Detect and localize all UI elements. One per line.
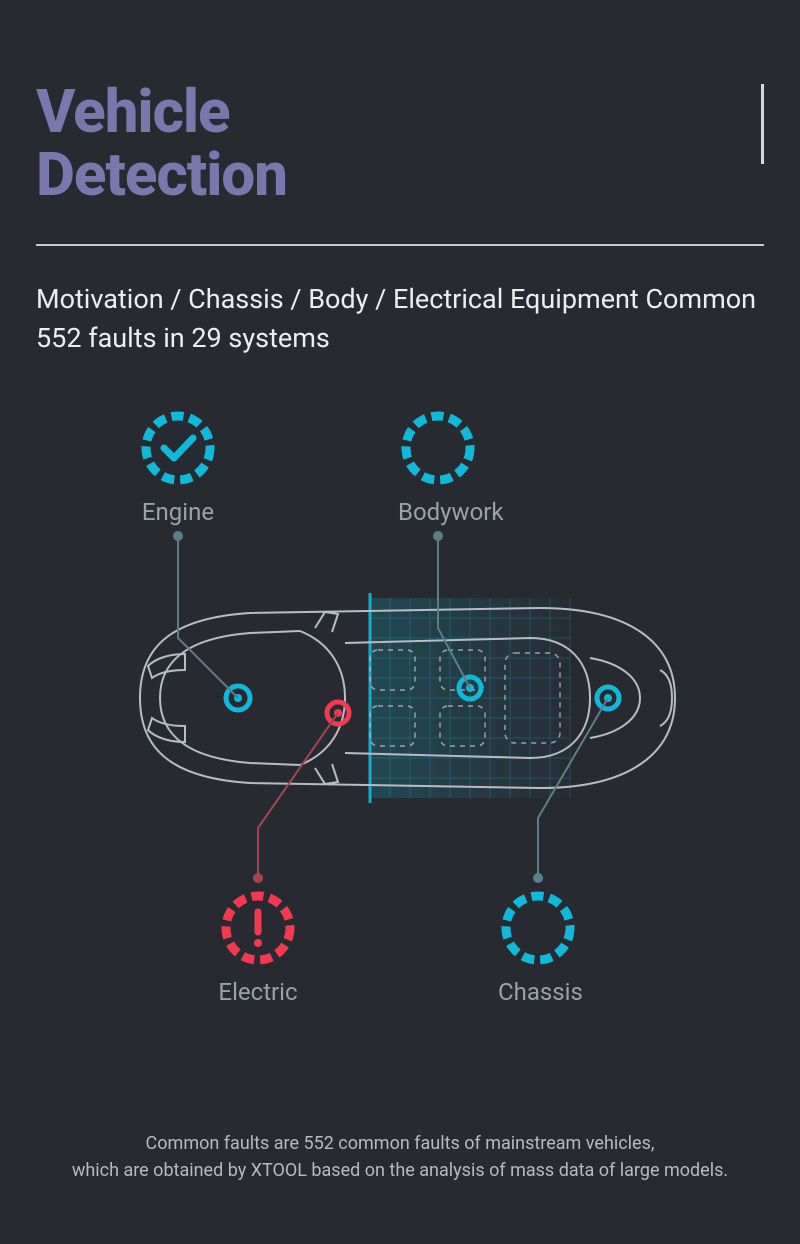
electric-alert-icon	[218, 888, 298, 968]
badge-electric-label: Electric	[218, 978, 298, 1006]
title-line-2: Detection	[36, 143, 764, 206]
footnote: Common faults are 552 common faults of m…	[0, 1130, 800, 1184]
subtitle-line-2: 552 faults in 29 systems	[36, 319, 764, 358]
page-title: Vehicle Detection	[36, 80, 764, 206]
badge-engine: Engine	[138, 408, 218, 526]
badge-bodywork-label: Bodywork	[398, 498, 478, 526]
bodywork-circle-icon	[398, 408, 478, 488]
chassis-circle-icon	[498, 888, 578, 968]
vehicle-diagram: Engine Bodywork Electric Chassis	[0, 398, 800, 1098]
badge-chassis-label: Chassis	[498, 978, 578, 1006]
engine-check-icon	[138, 408, 218, 488]
subtitle: Motivation / Chassis / Body / Electrical…	[0, 246, 800, 358]
title-line-1: Vehicle	[36, 80, 764, 143]
badge-bodywork: Bodywork	[398, 408, 478, 526]
footnote-line-2: which are obtained by XTOOL based on the…	[40, 1157, 760, 1184]
badge-chassis: Chassis	[498, 888, 578, 1006]
header: Vehicle Detection	[0, 0, 800, 206]
badge-engine-label: Engine	[138, 498, 218, 526]
badge-electric: Electric	[218, 888, 298, 1006]
accent-bar	[761, 84, 764, 164]
car-outline	[100, 588, 700, 808]
subtitle-line-1: Motivation / Chassis / Body / Electrical…	[36, 280, 764, 319]
footnote-line-1: Common faults are 552 common faults of m…	[40, 1130, 760, 1157]
